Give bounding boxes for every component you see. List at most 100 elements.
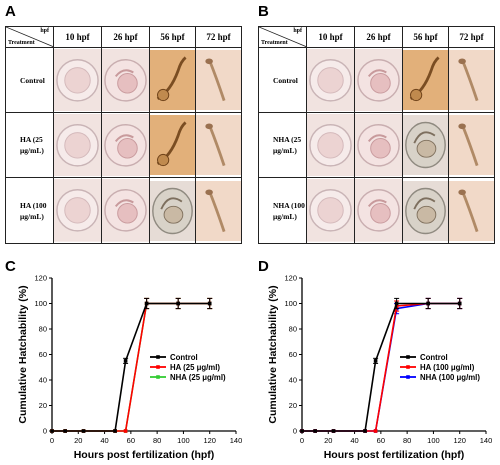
x-tick-label: 80 [153,436,161,445]
x-tick-label: 80 [403,436,411,445]
data-point [313,429,317,433]
x-tick-label: 0 [300,436,304,445]
embryo-micrograph [355,113,402,177]
legend-label: NHA (100 μg/ml) [420,373,480,382]
embryo-micrograph [54,179,101,242]
legend-marker [406,375,410,379]
x-tick-label: 120 [203,436,216,445]
corner-treatment-label: Treatment [8,40,35,46]
x-tick-label: 0 [50,436,54,445]
data-point [123,429,128,433]
grid-corner: hpf Treatment [258,26,307,48]
y-tick-label: 40 [39,376,47,385]
x-tick-label: 100 [427,436,440,445]
x-tick-label: 120 [453,436,466,445]
x-tick-label: 40 [100,436,108,445]
embryo-micrograph [196,50,241,110]
column-header: 72 hpf [448,26,495,48]
legend-label: HA (25 μg/ml) [170,363,220,372]
data-point [63,429,67,433]
embryo-micrograph [102,113,149,177]
embryo-image [195,112,242,178]
embryo-image [149,177,196,244]
y-tick-label: 60 [289,350,297,359]
y-tick-label: 120 [284,274,297,283]
image-grid-a: hpf Treatment 10 hpf 26 hpf 56 hpf 72 hp… [5,26,242,244]
embryo-micrograph [355,179,402,242]
column-header: 72 hpf [195,26,242,48]
embryo-micrograph [403,180,448,241]
x-tick-label: 140 [480,436,493,445]
data-point [113,429,117,433]
hatchability-chart-d: 0 20 40 60 80 100 120 140 0 20 40 60 80 100 120 Hours p… [267,274,493,462]
legend-label: NHA (25 μg/ml) [170,373,226,382]
data-point [331,429,336,433]
row-label: Control [258,47,307,113]
embryo-micrograph [102,48,149,112]
embryo-micrograph [449,180,494,241]
embryo-image [448,47,495,113]
embryo-image [101,47,150,113]
legend-marker [406,355,410,359]
y-tick-label: 120 [34,274,47,283]
column-header: 56 hpf [402,26,449,48]
embryo-micrograph [449,115,494,175]
embryo-micrograph [102,179,149,242]
panel-letter-c: C [5,258,16,275]
row-label: Control [5,47,54,113]
embryo-micrograph [54,113,101,177]
y-tick-label: 80 [289,325,297,334]
x-tick-label: 60 [377,436,385,445]
column-header: 56 hpf [149,26,196,48]
grid-corner: hpf Treatment [5,26,54,48]
embryo-image [402,112,449,178]
x-tick-label: 100 [177,436,190,445]
data-point [457,301,462,306]
data-point [176,301,180,306]
x-axis-label: Hours post fertilization (hpf) [74,449,215,461]
hatchability-chart-c: 0 20 40 60 80 100 120 140 0 20 40 60 80 100 120 Hours p… [17,274,242,462]
data-point [300,429,304,433]
data-point [50,429,54,433]
embryo-image [448,177,495,244]
embryo-micrograph [54,48,101,112]
x-axis-label: Hours post fertilization (hpf) [324,449,465,461]
x-tick-label: 20 [74,436,82,445]
embryo-image [402,47,449,113]
embryo-micrograph [150,115,195,175]
embryo-image [195,177,242,244]
x-tick-label: 20 [324,436,332,445]
embryo-micrograph [150,50,195,110]
y-tick-label: 60 [39,350,47,359]
series-line [302,302,460,432]
embryo-image [195,47,242,113]
embryo-image [149,112,196,178]
corner-hpf-label: hpf [40,28,49,34]
embryo-image [101,112,150,178]
row-label: NHA (100 μg/mL) [258,177,307,244]
panel-letter-a: A [5,3,16,20]
data-point [363,429,367,433]
legend-marker [406,365,410,369]
embryo-image [354,47,403,113]
y-tick-label: 20 [39,401,47,410]
embryo-image [306,47,355,113]
embryo-micrograph [307,179,354,242]
embryo-micrograph [307,48,354,112]
column-header: 26 hpf [354,26,403,48]
data-point [81,429,86,433]
y-tick-label: 0 [43,427,47,436]
x-tick-label: 60 [127,436,135,445]
embryo-image [448,112,495,178]
row-label: NHA (25 μg/mL) [258,112,307,178]
embryo-micrograph [403,115,448,175]
y-tick-label: 0 [293,427,297,436]
corner-treatment-label: Treatment [261,40,288,46]
legend-label: Control [420,353,448,362]
embryo-image [53,177,102,244]
data-point [426,301,430,306]
legend-label: Control [170,353,198,362]
series-line [52,302,210,432]
x-tick-label: 40 [350,436,358,445]
corner-diagonal [6,27,53,47]
